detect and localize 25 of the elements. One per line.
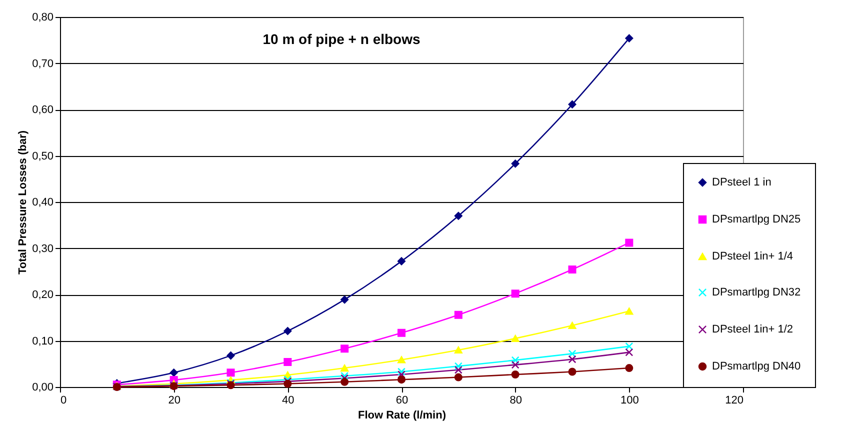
x-tick-label: 80: [510, 394, 522, 406]
x-tick-label: 100: [620, 394, 639, 406]
y-tick-label: 0,50: [32, 150, 54, 162]
text: 10 m of pipe + n elbows: [262, 31, 420, 47]
y-tick-label: 0,00: [32, 382, 54, 394]
legend-label: DPsmartlpg DN25: [712, 214, 801, 226]
y-tick-label: 0,30: [32, 242, 54, 255]
x-axis-title: Flow Rate (l/min): [358, 410, 446, 422]
legend-label: DPsmartlpg DN32: [712, 286, 801, 298]
x-tick-label: 0: [60, 394, 67, 406]
x-tick-label: 40: [282, 394, 294, 406]
legend-label: DPsteel 1in+ 1/4: [712, 250, 794, 262]
legend-label: DPsteel 1in+ 1/2: [712, 324, 794, 336]
y-tick-label: 0,40: [32, 196, 54, 208]
x-tick-label: 20: [168, 394, 180, 406]
legend-label: DPsmartlpg DN40: [712, 360, 801, 372]
y-tick-label: 0,20: [32, 289, 54, 301]
y-tick-label: 0,70: [32, 58, 54, 70]
x-tick-label: 120: [725, 394, 744, 406]
y-tick-label: 0,60: [32, 104, 54, 116]
y-axis-title: Total Pressure Losses (bar): [17, 130, 30, 275]
y-tick-label: 0,80: [32, 12, 54, 24]
y-tick-label: 0,10: [32, 335, 54, 348]
legend-label: DPsteel 1 in: [712, 176, 772, 188]
x-tick-label: 60: [396, 394, 408, 406]
